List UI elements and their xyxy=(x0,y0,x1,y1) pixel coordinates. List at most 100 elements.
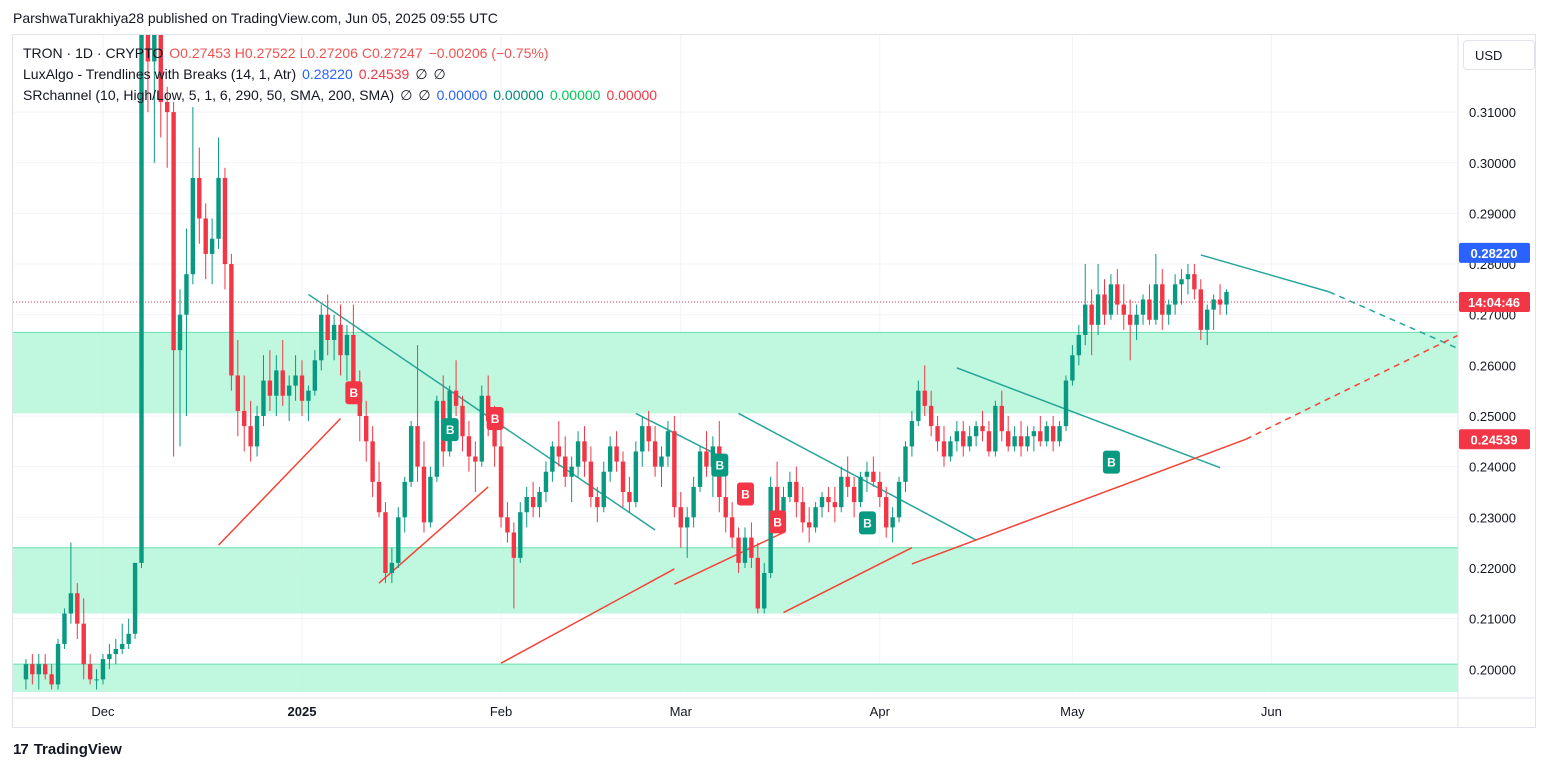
price-tag-box xyxy=(1459,292,1530,313)
candle-body xyxy=(723,497,728,518)
x-tick-label: Feb xyxy=(490,704,512,719)
candle xyxy=(729,502,735,548)
candle xyxy=(806,507,812,543)
candle-body xyxy=(1006,431,1011,447)
indicator1-name[interactable]: LuxAlgo - Trendlines with Breaks (14, 1,… xyxy=(23,66,297,82)
candle-body xyxy=(614,446,619,462)
indicator2-value-2: ∅ xyxy=(418,87,431,103)
close-value: C0.27247 xyxy=(361,45,423,61)
candle-body xyxy=(530,497,536,508)
candle-body xyxy=(652,441,658,467)
candle-body xyxy=(1063,380,1069,427)
candle xyxy=(75,583,80,639)
candle-body xyxy=(1050,426,1056,442)
candle xyxy=(582,426,587,477)
candle xyxy=(1127,299,1133,361)
candle xyxy=(723,466,728,533)
tradingview-logo[interactable]: 17 TradingView xyxy=(13,741,122,758)
candle-body xyxy=(588,461,594,498)
candle-body xyxy=(1121,304,1126,315)
candle-body xyxy=(351,334,356,386)
candle xyxy=(421,441,427,533)
price-tag-label: 0.24539 xyxy=(1471,432,1518,447)
candle xyxy=(505,502,510,543)
candle-body xyxy=(87,664,93,680)
candle xyxy=(293,355,298,401)
break-signal-label: B xyxy=(491,412,500,426)
candle xyxy=(312,350,318,396)
candle-body xyxy=(896,481,902,518)
trendline-up xyxy=(783,547,913,614)
candle-body xyxy=(794,481,799,503)
candle xyxy=(556,421,561,467)
candle xyxy=(864,461,870,492)
candle xyxy=(152,35,157,163)
candle xyxy=(466,421,472,472)
change-value: −0.00206 (−0.75%) xyxy=(428,45,549,61)
candle xyxy=(993,400,998,457)
price-tag: 0.24539 xyxy=(1459,429,1530,450)
candle xyxy=(614,431,619,472)
candle-body xyxy=(1166,304,1171,315)
candle xyxy=(762,562,767,614)
candle xyxy=(986,421,992,457)
candle xyxy=(640,416,645,467)
candle xyxy=(62,608,67,649)
candle xyxy=(1044,421,1049,447)
break-signal-badge xyxy=(858,511,876,535)
candle-body xyxy=(280,370,285,396)
candle-body xyxy=(338,324,343,356)
candle-body xyxy=(1224,291,1229,305)
indicator2-value-5: 0.00000 xyxy=(549,87,601,103)
break-signal-label: B xyxy=(446,423,455,437)
candle-body xyxy=(556,446,561,457)
x-tick-label: May xyxy=(1060,704,1085,719)
candle-body xyxy=(909,421,915,447)
currency-button[interactable]: USD xyxy=(1463,40,1535,70)
candle-body xyxy=(139,35,144,563)
candle-body xyxy=(871,471,876,482)
candle xyxy=(665,421,671,467)
candle-body xyxy=(1179,279,1184,285)
candle xyxy=(518,502,523,563)
price-tag: 14:04:46 xyxy=(1459,292,1530,313)
candle-body xyxy=(100,659,106,680)
candle xyxy=(107,643,112,670)
candle-body xyxy=(1095,294,1101,325)
candle xyxy=(691,476,696,528)
candle xyxy=(800,486,805,533)
candle-body xyxy=(505,517,510,533)
publish-info: ParshwaTurakhiya28 published on TradingV… xyxy=(13,10,498,26)
candle-body xyxy=(23,664,29,680)
candle xyxy=(408,421,414,487)
candle-body xyxy=(749,537,754,558)
candle xyxy=(1089,289,1094,356)
candle-body xyxy=(967,436,972,447)
candle-body xyxy=(68,593,74,614)
candle xyxy=(916,380,921,427)
candle-body xyxy=(935,426,940,442)
candle xyxy=(479,385,484,467)
sr-zone xyxy=(13,547,1458,614)
candle xyxy=(1076,324,1082,366)
candle-body xyxy=(1192,274,1197,290)
candle-body xyxy=(1102,294,1107,315)
tradingview-logo-icon: 17 xyxy=(13,741,29,758)
candle xyxy=(389,547,395,584)
candle-body xyxy=(1205,309,1210,330)
x-tick-label: Apr xyxy=(870,704,891,719)
indicator2-value-1: ∅ xyxy=(400,87,413,103)
candle xyxy=(832,486,838,523)
candle xyxy=(23,659,29,690)
candle xyxy=(376,461,382,518)
candle xyxy=(254,405,260,457)
candle xyxy=(845,456,850,498)
candle xyxy=(858,471,863,508)
candle-body xyxy=(518,512,523,558)
candle-body xyxy=(941,441,947,457)
symbol-label[interactable]: TRON · 1D · CRYPTO xyxy=(23,45,164,61)
candle xyxy=(126,618,131,649)
candle-body xyxy=(704,451,709,467)
indicator2-name[interactable]: SRchannel (10, High/Low, 5, 1, 6, 290, 5… xyxy=(23,87,395,103)
